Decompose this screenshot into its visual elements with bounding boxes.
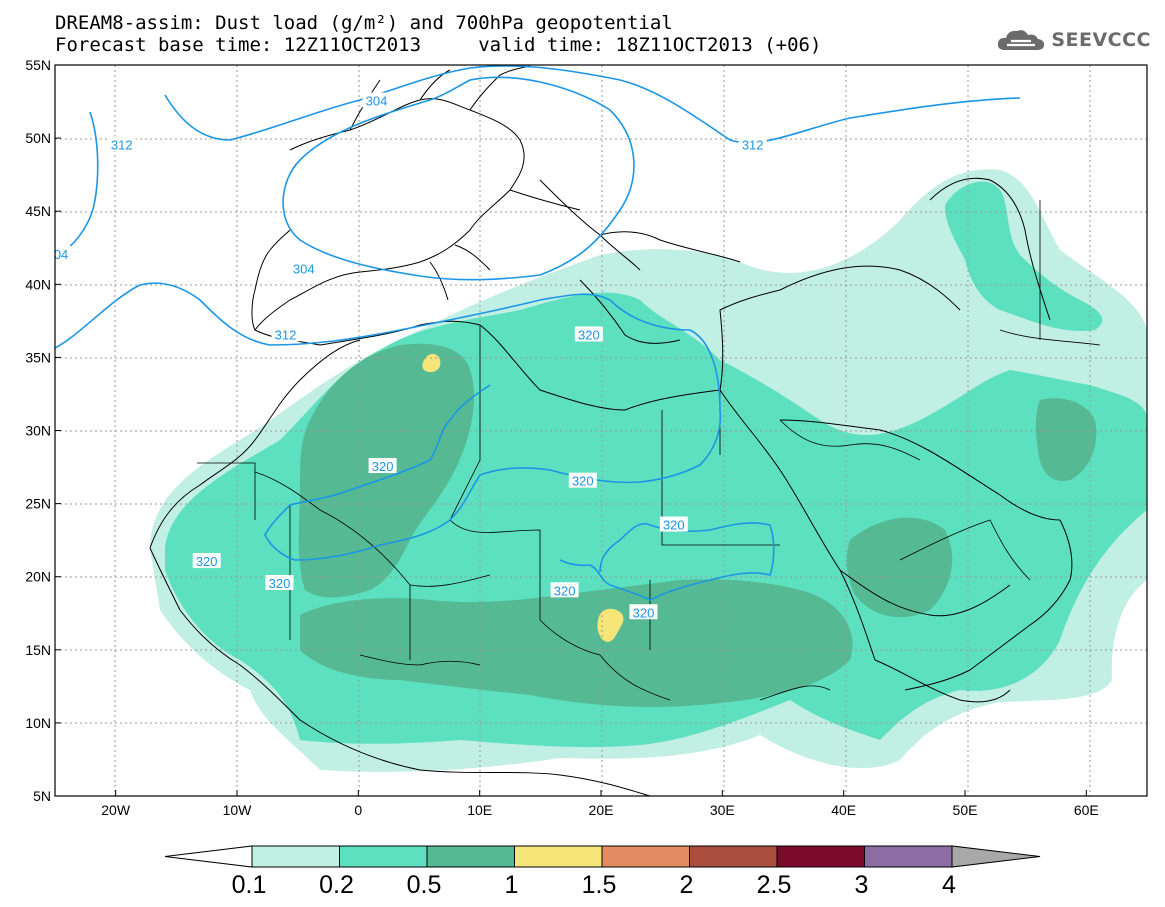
colorbar-label: 1	[504, 871, 519, 899]
contour-label-bg	[550, 582, 579, 598]
colorbar-label: 3	[854, 871, 869, 899]
coastlines	[149, 65, 1073, 796]
contour-label: 312	[275, 327, 297, 342]
forecast-time-line: Forecast base time: 12Z11OCT2013 valid t…	[55, 34, 822, 56]
lat-tick-label: 15N	[25, 642, 51, 658]
lat-tick-label: 40N	[25, 276, 51, 292]
colorbar-segment	[776, 845, 865, 868]
lat-tick-label: 45N	[25, 203, 51, 219]
colorbar-segment	[514, 845, 603, 868]
lon-tick-label: 10W	[223, 802, 253, 818]
lat-tick-label: 35N	[25, 349, 51, 365]
lon-tick-label: 30E	[710, 802, 735, 818]
colorbar-segment	[251, 845, 340, 868]
colorbar-segment	[601, 845, 690, 868]
contour-label: 320	[572, 474, 594, 489]
lon-tick-label: 20W	[101, 802, 131, 818]
colorbar	[164, 845, 1041, 868]
lat-tick-label: 10N	[25, 715, 51, 731]
contour-label-bg	[659, 516, 688, 532]
contour-label-bg	[568, 472, 597, 488]
contour-label: 304	[366, 94, 388, 109]
dust-level-1-area-chad	[597, 608, 624, 642]
contour-label: 312	[111, 137, 133, 152]
colorbar-segment	[864, 845, 953, 868]
contour-label-bg	[629, 604, 658, 620]
dust-level-0.5-area-arabia	[846, 517, 953, 618]
dust-level-0.2-area-north	[945, 181, 1103, 331]
colorbar-over-arrow	[951, 845, 1041, 868]
contour-label-bg	[265, 575, 294, 591]
contour-label: 304	[293, 262, 315, 277]
colorbar-label: 0.1	[231, 871, 267, 899]
contour-label-bg	[107, 136, 136, 152]
seevccc-logo: SEEVCCC	[995, 26, 1151, 54]
contour-label: 320	[663, 518, 685, 533]
contour-label: 320	[578, 327, 600, 342]
map-fields: 304 312 312 304 04 312 320 320 320 320 320 320 320 32…	[54, 65, 1147, 796]
lat-tick-label: 25N	[25, 496, 51, 512]
lon-tick-label: 0	[354, 802, 362, 818]
contour-label: 312	[742, 137, 764, 152]
contour-label-bg	[55, 246, 72, 262]
dust-level-0.5-area-central	[300, 579, 853, 707]
lon-tick-label: 20E	[589, 802, 614, 818]
axis-ticks: 20W 10W 0 10E 20E 30E 40E 50E 60E5N10N15N20N25N3…	[25, 57, 1098, 818]
lon-tick-label: 40E	[831, 802, 856, 818]
contour-label: 320	[633, 605, 655, 620]
contour-label-bg	[368, 458, 397, 474]
contour-label: 320	[269, 576, 291, 591]
logo-text: SEEVCCC	[1051, 29, 1151, 51]
dust-level-1-area	[422, 354, 441, 373]
contour-label: 320	[372, 459, 394, 474]
colorbar-under-arrow	[164, 845, 253, 868]
lon-tick-label: 50E	[953, 802, 978, 818]
colorbar-segment	[689, 845, 778, 868]
lon-tick-label: 60E	[1074, 802, 1099, 818]
contour-label: 04	[54, 247, 68, 262]
contour-label-bg	[738, 136, 767, 152]
dust-level-0.5-area-iran	[1035, 398, 1097, 481]
colorbar-segment	[426, 845, 515, 868]
lat-tick-label: 55N	[25, 57, 51, 73]
contour-labels: 304 312 312 304 04 312 320 320 320 320 320 320 320 32…	[54, 92, 767, 620]
contour-label-bg	[574, 326, 603, 342]
contour-label: 320	[196, 554, 218, 569]
map-title: DREAM8-assim: Dust load (g/m²) and 700hP…	[55, 12, 673, 34]
colorbar-label: 4	[942, 871, 956, 899]
contour-label-bg	[192, 553, 221, 569]
colorbar-label: 0.2	[319, 871, 354, 899]
contour-label-bg	[271, 326, 300, 342]
colorbar-label: 1.5	[581, 871, 617, 899]
geopotential-contours	[55, 65, 1021, 601]
colorbar-label: 0.5	[406, 871, 442, 899]
contour-label: 320	[554, 583, 576, 598]
colorbar-label: 2	[679, 871, 694, 899]
contour-label-bg	[362, 92, 391, 108]
colorbar-segment	[339, 845, 428, 868]
lat-tick-label: 20N	[25, 569, 51, 585]
contour-label-bg	[289, 260, 318, 276]
lon-tick-label: 10E	[467, 802, 492, 818]
lat-tick-label: 5N	[33, 788, 51, 804]
colorbar-label: 2.5	[756, 871, 792, 899]
lat-tick-label: 30N	[25, 423, 51, 439]
lat-tick-label: 50N	[25, 130, 51, 146]
cloud-icon	[998, 30, 1045, 50]
